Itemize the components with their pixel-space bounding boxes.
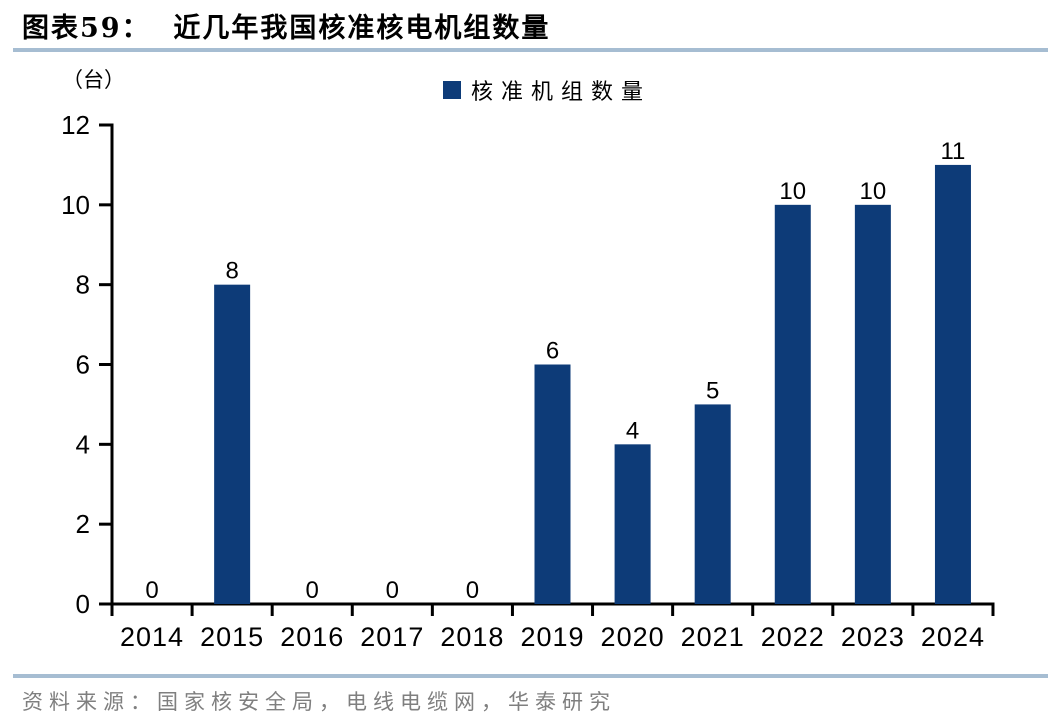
x-category-label-2014: 2014	[120, 622, 184, 652]
bar-value-label-2019: 6	[546, 338, 559, 365]
y-tick-label: 4	[76, 429, 90, 459]
bar-value-label-2015: 8	[225, 258, 238, 285]
bar-value-label-2021: 5	[706, 377, 719, 404]
y-axis-unit-label: （台）	[62, 68, 125, 92]
y-tick-label: 6	[76, 350, 90, 380]
y-tick-label: 10	[61, 190, 90, 220]
y-tick-label: 0	[76, 589, 90, 619]
footer-divider	[13, 674, 1048, 678]
bar-value-label-2020: 4	[626, 417, 639, 444]
bar-2022	[774, 204, 811, 605]
x-category-label-2022: 2022	[761, 622, 825, 652]
legend-swatch-icon	[443, 81, 461, 99]
x-category-label-2021: 2021	[681, 622, 745, 652]
y-tick-label: 8	[76, 270, 90, 300]
x-category-label-2018: 2018	[440, 622, 504, 652]
source-note: 资料来源：国家核安全局，电线电缆网，华泰研究	[22, 690, 616, 714]
x-category-label-2017: 2017	[360, 622, 424, 652]
bar-value-label-2016: 0	[306, 577, 319, 604]
y-tick-label: 12	[61, 110, 90, 140]
bar-value-label-2017: 0	[386, 577, 399, 604]
bar-value-label-2014: 0	[145, 577, 158, 604]
bar-2020	[614, 444, 651, 604]
figure-title: 图表59： 近几年我国核准核电机组数量	[22, 13, 551, 44]
bar-value-label-2022: 10	[779, 178, 806, 205]
x-category-label-2016: 2016	[280, 622, 344, 652]
y-tick-label: 2	[76, 509, 90, 539]
bar-value-label-2024: 11	[940, 138, 965, 165]
bar-2024	[934, 164, 971, 604]
bar-value-label-2018: 0	[466, 577, 479, 604]
x-category-label-2019: 2019	[520, 622, 584, 652]
title-divider	[13, 48, 1048, 52]
bar-2021	[694, 404, 731, 604]
bar-2023	[854, 204, 891, 605]
bar-value-label-2023: 10	[860, 178, 887, 205]
x-category-label-2023: 2023	[841, 622, 905, 652]
x-category-label-2015: 2015	[200, 622, 264, 652]
x-category-label-2020: 2020	[601, 622, 665, 652]
legend-label: 核准机组数量	[471, 80, 652, 105]
x-category-label-2024: 2024	[921, 622, 985, 652]
bar-2019	[534, 364, 571, 604]
legend: 核准机组数量	[443, 74, 651, 106]
bar-2015	[214, 284, 251, 604]
